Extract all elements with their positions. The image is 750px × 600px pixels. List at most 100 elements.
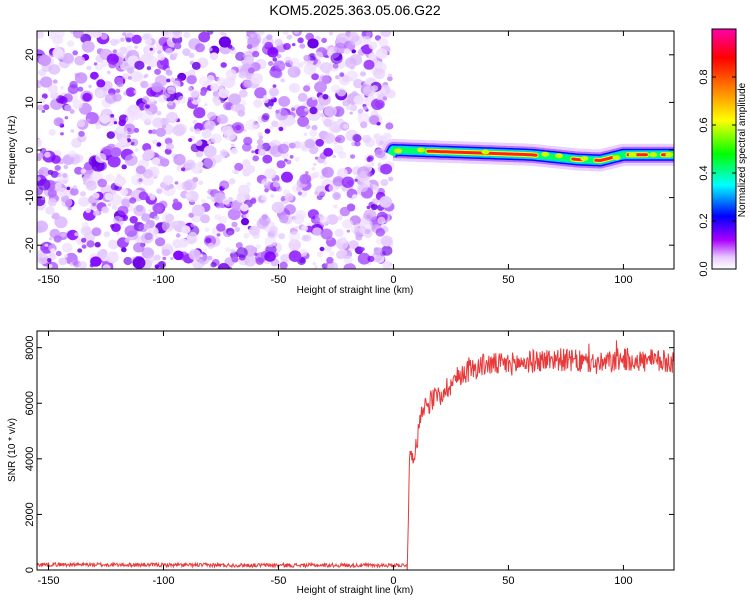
- noise-blob: [112, 49, 118, 54]
- y-tick-label: 8000: [24, 335, 36, 359]
- noise-blob: [188, 212, 194, 218]
- noise-blob: [370, 203, 378, 211]
- noise-blob: [120, 37, 125, 42]
- noise-blob: [293, 31, 300, 35]
- noise-blob: [124, 225, 138, 238]
- noise-blob: [121, 247, 127, 253]
- noise-blob: [195, 43, 205, 53]
- noise-blob: [288, 142, 296, 149]
- noise-blob: [254, 252, 258, 256]
- noise-blob: [258, 148, 266, 156]
- y-tick-label: 20: [24, 49, 36, 61]
- noise-blob: [99, 114, 110, 124]
- noise-blob: [134, 148, 139, 152]
- snr-line: [37, 340, 674, 570]
- noise-blob: [245, 164, 256, 174]
- noise-blob: [162, 256, 167, 261]
- noise-blob: [69, 187, 79, 196]
- noise-blob: [88, 84, 92, 89]
- noise-blob: [92, 192, 100, 199]
- snr-series: [37, 340, 674, 570]
- noise-blob: [380, 163, 393, 175]
- noise-blob: [311, 124, 318, 131]
- noise-blob: [165, 142, 174, 150]
- noise-blob: [133, 205, 146, 217]
- noise-blob: [348, 63, 356, 70]
- noise-blob: [297, 191, 303, 196]
- noise-blob: [108, 60, 117, 69]
- noise-blob: [110, 38, 118, 47]
- y-tick-label: -10: [24, 190, 36, 206]
- noise-blob: [272, 180, 281, 188]
- noise-blob: [103, 231, 111, 238]
- noise-blob: [37, 169, 45, 176]
- noise-blob: [142, 169, 153, 179]
- noise-blob: [129, 216, 138, 224]
- noise-blob: [227, 44, 233, 49]
- noise-blob: [85, 207, 91, 213]
- noise-blob: [50, 248, 56, 254]
- noise-blob: [141, 213, 151, 222]
- noise-blob: [294, 157, 300, 162]
- noise-blob: [287, 66, 301, 78]
- noise-blob: [238, 89, 248, 98]
- noise-blob: [332, 176, 344, 187]
- noise-blob: [57, 187, 68, 197]
- noise-blob: [48, 237, 53, 241]
- noise-blob: [243, 232, 250, 239]
- noise-blob: [362, 134, 372, 144]
- noise-blob: [227, 208, 241, 221]
- noise-blob: [207, 111, 217, 121]
- noise-blob: [96, 79, 106, 88]
- noise-blob: [69, 109, 75, 114]
- noise-blob: [312, 171, 320, 179]
- noise-blob: [321, 166, 334, 178]
- noise-blob: [363, 59, 375, 70]
- noise-blob: [188, 52, 195, 59]
- noise-blob: [195, 139, 203, 146]
- noise-blob: [48, 129, 56, 136]
- noise-blob: [336, 87, 347, 97]
- noise-blob: [388, 176, 394, 182]
- noise-blob: [297, 92, 308, 102]
- noise-blob: [238, 184, 251, 196]
- noise-blob: [117, 205, 129, 216]
- noise-blob: [188, 138, 193, 142]
- noise-blob: [189, 126, 196, 132]
- noise-blob: [252, 50, 260, 58]
- noise-blob: [342, 219, 353, 229]
- noise-blob: [228, 178, 236, 185]
- noise-blob: [161, 124, 167, 129]
- noise-blob: [275, 108, 289, 121]
- noise-blob: [185, 159, 196, 169]
- noise-blob: [162, 212, 174, 223]
- noise-blob: [304, 107, 309, 112]
- noise-blob: [74, 232, 79, 237]
- noise-blob: [278, 126, 284, 132]
- noise-blob: [44, 151, 51, 158]
- noise-blob: [74, 72, 88, 84]
- noise-blob: [54, 165, 61, 171]
- noise-blob: [165, 48, 173, 55]
- noise-blob: [149, 47, 153, 51]
- noise-blob: [139, 212, 143, 216]
- noise-blob: [377, 216, 386, 225]
- noise-blob: [204, 103, 208, 107]
- noise-blob: [190, 223, 195, 228]
- noise-blob: [322, 94, 329, 100]
- noise-blob: [167, 100, 174, 106]
- noise-blob: [388, 73, 393, 78]
- noise-blob: [140, 110, 154, 123]
- noise-blob: [41, 109, 46, 113]
- noise-blob: [95, 124, 102, 130]
- noise-blob: [299, 189, 308, 198]
- noise-blob: [37, 176, 41, 182]
- noise-blob: [312, 227, 322, 237]
- noise-blob: [346, 229, 350, 233]
- noise-blob: [311, 96, 317, 101]
- noise-blob: [336, 168, 348, 179]
- noise-blob: [201, 129, 212, 139]
- noise-blob: [367, 172, 373, 177]
- noise-blob: [172, 80, 181, 88]
- snr-background: [37, 331, 674, 570]
